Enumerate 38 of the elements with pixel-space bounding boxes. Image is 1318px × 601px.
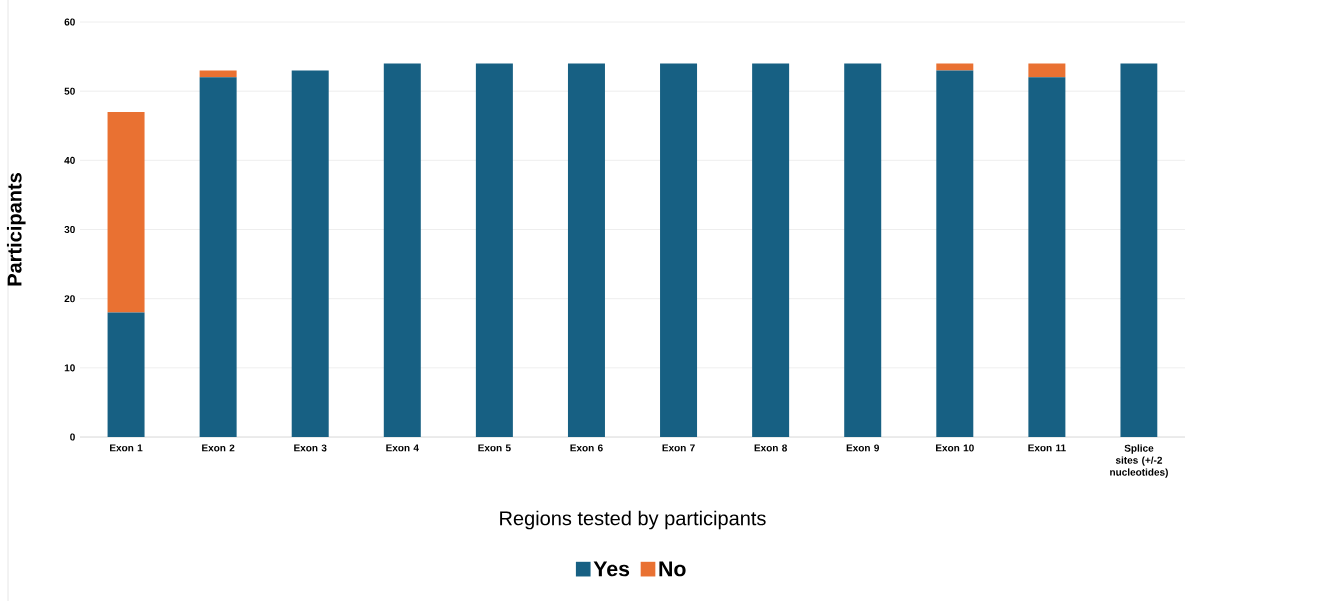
bar <box>107 312 145 437</box>
x-tick-label: Exon 3 <box>294 444 327 452</box>
bar <box>199 77 237 437</box>
y-tick-label: 20 <box>64 295 75 303</box>
x-axis-title: Regions tested by participants <box>500 510 766 530</box>
bar <box>936 70 974 437</box>
x-tick-label: Exon 5 <box>478 444 511 452</box>
x-tick-label: Splice sites (+/-2 nucleotides) <box>1110 444 1168 478</box>
y-tick-label: 0 <box>70 433 75 441</box>
x-tick-label: Exon 4 <box>386 444 419 452</box>
x-tick-label: Exon 1 <box>110 444 143 452</box>
bar <box>291 70 329 437</box>
bar <box>475 63 513 437</box>
y-tick-label: 60 <box>64 18 75 26</box>
x-tick-label: Exon 9 <box>846 444 880 452</box>
bar <box>567 63 605 437</box>
bar <box>1028 63 1066 78</box>
bar <box>199 70 237 78</box>
y-axis-title: Participants <box>6 173 26 286</box>
bar <box>660 63 698 437</box>
bar <box>1028 77 1066 437</box>
y-tick-label: 50 <box>64 87 75 95</box>
bar <box>107 111 145 313</box>
bar <box>383 63 421 437</box>
x-tick-label: Exon 10 <box>936 444 974 452</box>
x-tick-label: Exon 6 <box>570 444 603 452</box>
bar <box>844 63 882 437</box>
y-tick-label: 30 <box>64 225 75 234</box>
legend-label: No <box>659 561 686 577</box>
x-tick-label: Exon 2 <box>202 444 235 452</box>
y-tick-label: 40 <box>64 156 75 164</box>
y-tick-label: 10 <box>64 364 75 372</box>
legend-label: Yes <box>593 561 630 577</box>
x-tick-label: Exon 7 <box>662 444 695 452</box>
x-tick-label: Exon 11 <box>1028 444 1066 452</box>
bar <box>752 63 790 437</box>
x-tick-label: Exon 8 <box>754 444 787 452</box>
bar <box>1120 63 1158 437</box>
